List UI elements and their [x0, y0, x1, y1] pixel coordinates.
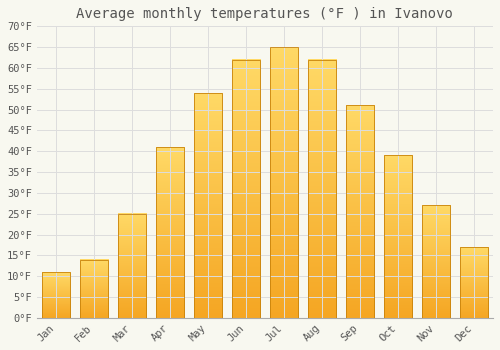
- Bar: [308, 60, 336, 318]
- Bar: [346, 105, 374, 318]
- Bar: [156, 147, 184, 318]
- Bar: [194, 93, 222, 318]
- Bar: [118, 214, 146, 318]
- Bar: [232, 60, 260, 318]
- Bar: [384, 155, 412, 318]
- Bar: [460, 247, 488, 318]
- Bar: [80, 260, 108, 318]
- Title: Average monthly temperatures (°F ) in Ivanovo: Average monthly temperatures (°F ) in Iv…: [76, 7, 454, 21]
- Bar: [270, 47, 298, 318]
- Bar: [42, 272, 70, 318]
- Bar: [422, 205, 450, 318]
